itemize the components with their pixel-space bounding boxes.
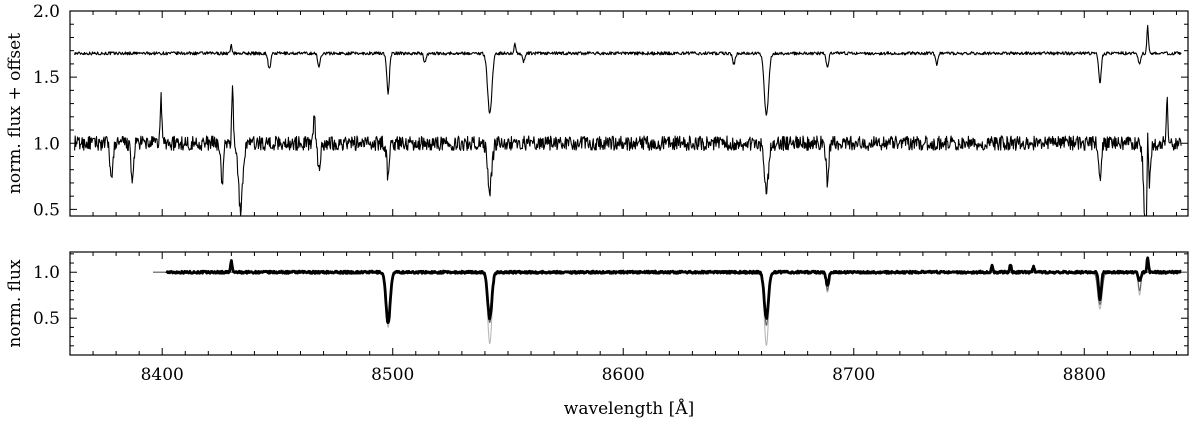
x-axis-label: wavelength [Å] [564,398,694,419]
spectrum-line-1 [165,256,1182,324]
y-tick-label: 0.5 [33,200,60,220]
y-tick-label: 1.5 [33,68,60,88]
bottom-panel: 0.5 1.0 8400 8500 8600 8700 8800 [33,251,1189,385]
x-tick-label: 8700 [832,365,875,385]
y-tick-label: 0.5 [33,309,60,329]
top-panel: 0.5 1.0 1.5 2.0 [33,2,1189,220]
spectrum-line-2 [153,271,1188,346]
axes-frame [69,10,1189,217]
spectrum-line-3 [153,271,1188,326]
x-tick-label: 8400 [141,365,184,385]
y-tick-label: 2.0 [33,2,60,22]
x-tick-label: 8800 [1063,365,1106,385]
axes-frame [69,251,1189,356]
top-y-axis-label: norm. flux + offset [5,33,25,194]
x-tick-label: 8600 [602,365,645,385]
x-tick-label: 8500 [371,365,414,385]
y-tick-label: 1.0 [33,263,60,283]
spectrum-line-1 [74,24,1182,116]
y-tick-label: 1.0 [33,134,60,154]
spectrum-line-2 [74,85,1182,217]
bottom-y-axis-label: norm. flux [5,259,25,348]
